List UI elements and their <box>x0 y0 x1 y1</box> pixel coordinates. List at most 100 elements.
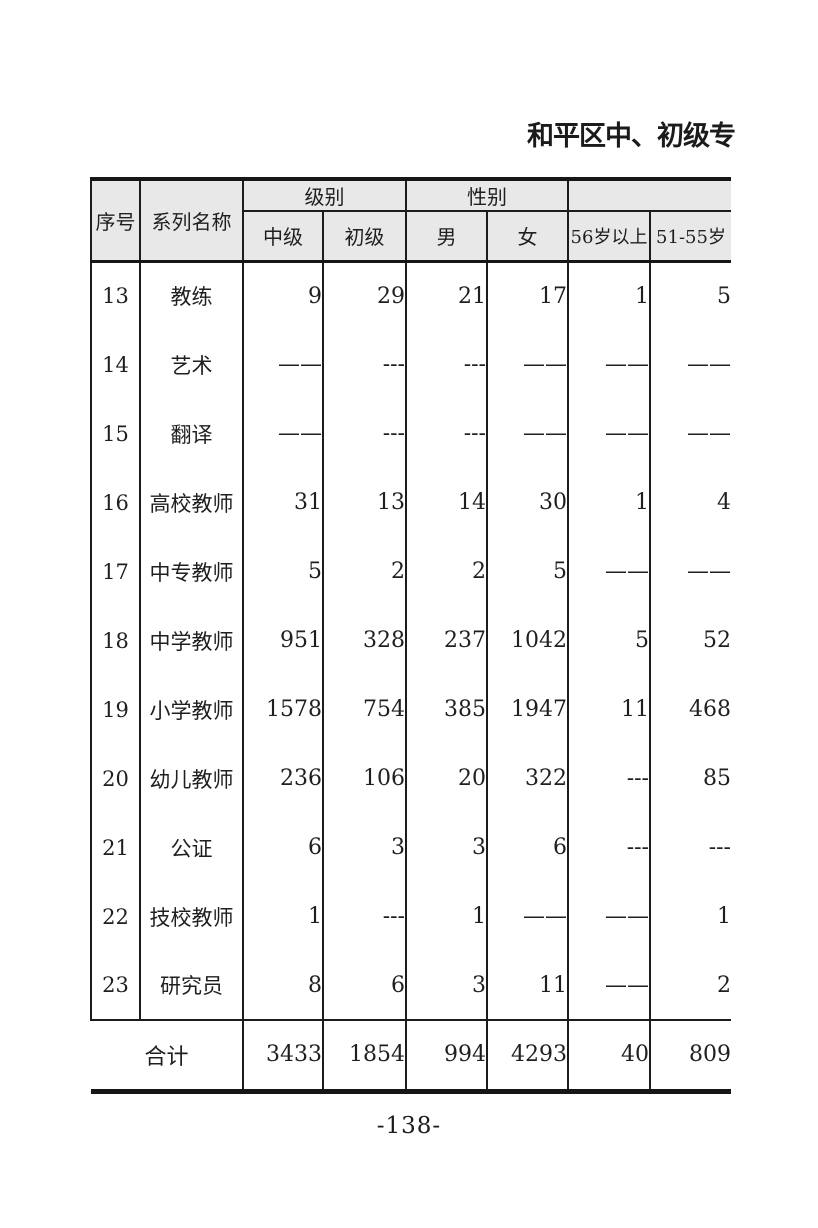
seq-cell: 19 <box>90 675 141 744</box>
value-cell: 1578 <box>243 675 324 744</box>
series-name-cell: 翻译 <box>140 399 244 468</box>
header-mid-level: 中级 <box>243 211 324 263</box>
total-value-cell: 4293 <box>487 1019 569 1091</box>
value-cell: 30 <box>487 468 569 537</box>
value-cell: 52 <box>703 628 731 653</box>
seq-cell: 23 <box>90 951 141 1020</box>
page-number: -138- <box>376 1113 442 1139</box>
value-cell: 11 <box>568 675 651 744</box>
total-value-cell: 1854 <box>323 1019 407 1091</box>
value-cell: --- <box>708 835 731 860</box>
value-cell: 2 <box>323 537 407 606</box>
table-body: 13 教练 9 29 21 17 1 5 14 艺术 —— --- --- ——… <box>90 261 731 1091</box>
value-cell: --- <box>568 744 651 813</box>
table-row: 18 中学教师 951 328 237 1042 5 52 <box>90 606 731 675</box>
value-cell: 6 <box>487 813 569 882</box>
series-name-cell: 研究员 <box>140 951 244 1020</box>
value-cell: 11 <box>487 951 569 1020</box>
value-cell: 17 <box>487 261 569 330</box>
value-cell: —— <box>568 330 651 399</box>
value-cell: 2 <box>406 537 488 606</box>
value-cell: 5 <box>243 537 324 606</box>
value-cell: 5 <box>717 283 731 309</box>
value-cell: —— <box>568 537 651 606</box>
series-name-cell: 技校教师 <box>140 882 244 951</box>
value-cell: 1947 <box>487 675 569 744</box>
header-group-gender: 性别 <box>406 179 569 212</box>
series-name-cell: 艺术 <box>140 330 244 399</box>
value-cell: —— <box>568 951 651 1020</box>
value-cell: 29 <box>323 261 407 330</box>
total-value-cell: 994 <box>406 1019 488 1091</box>
value-cell: --- <box>568 813 651 882</box>
value-cell: —— <box>687 559 731 584</box>
value-cell: 236 <box>243 744 324 813</box>
value-cell: 31 <box>243 468 324 537</box>
value-cell: 1 <box>568 261 651 330</box>
value-cell: --- <box>323 882 407 951</box>
value-cell: 5 <box>568 606 651 675</box>
header-female: 女 <box>487 211 569 263</box>
seq-cell: 21 <box>90 813 141 882</box>
value-cell: 4 <box>717 490 731 515</box>
value-cell: —— <box>487 882 569 951</box>
value-cell: 8 <box>243 951 324 1020</box>
header-seq: 序号 <box>90 179 141 263</box>
series-name-cell: 公证 <box>140 813 244 882</box>
value-cell: 20 <box>406 744 488 813</box>
value-cell: 1 <box>243 882 324 951</box>
table-row: 20 幼儿教师 236 106 20 322 --- 85 <box>90 744 731 813</box>
table-header: 序号 系列名称 级别 性别 中级 初级 男 女 56岁以上 51-55岁 <box>90 179 731 263</box>
seq-cell: 13 <box>90 261 141 330</box>
header-sub-row: 中级 初级 男 女 56岁以上 51-55岁 <box>91 211 731 263</box>
value-cell: 1 <box>717 904 731 929</box>
value-cell: —— <box>487 330 569 399</box>
total-row: 合计 3433 1854 994 4293 40 809 <box>91 1019 731 1091</box>
value-cell: --- <box>406 330 488 399</box>
value-cell: —— <box>487 399 569 468</box>
value-cell: 3 <box>406 813 488 882</box>
value-cell: 9 <box>243 261 324 330</box>
table-row: 19 小学教师 1578 754 385 1947 11 468 <box>90 675 731 744</box>
total-value-cell: 809 <box>650 1019 731 1091</box>
value-cell: 2 <box>717 972 731 998</box>
value-cell: --- <box>323 330 407 399</box>
value-cell: 6 <box>243 813 324 882</box>
header-age-51-55: 51-55岁 <box>650 211 731 263</box>
header-group-row: 序号 系列名称 级别 性别 <box>90 179 731 263</box>
value-cell: 322 <box>487 744 569 813</box>
seq-cell: 15 <box>90 399 141 468</box>
value-cell: —— <box>243 399 324 468</box>
value-cell: 754 <box>323 675 407 744</box>
value-cell: 13 <box>323 468 407 537</box>
table-row: 16 高校教师 31 13 14 30 1 4 <box>90 468 731 537</box>
value-cell: 106 <box>323 744 407 813</box>
value-cell: --- <box>406 399 488 468</box>
seq-cell: 17 <box>90 537 141 606</box>
series-name-cell: 小学教师 <box>140 675 244 744</box>
value-cell: 21 <box>406 261 488 330</box>
value-cell: 85 <box>703 766 731 791</box>
header-age-56-plus: 56岁以上 <box>568 211 651 263</box>
header-series: 系列名称 <box>140 179 244 263</box>
series-name-cell: 中专教师 <box>140 537 244 606</box>
value-cell: 6 <box>323 951 407 1020</box>
value-cell: 1042 <box>487 606 569 675</box>
header-junior-level: 初级 <box>323 211 407 263</box>
table-row: 17 中专教师 5 2 2 5 —— —— <box>90 537 731 606</box>
seq-cell: 14 <box>90 330 141 399</box>
value-cell: 951 <box>243 606 324 675</box>
page-title: 和平区中、初级专 <box>527 121 736 152</box>
value-cell: 237 <box>406 606 488 675</box>
value-cell: 3 <box>323 813 407 882</box>
total-value-cell: 3433 <box>243 1019 324 1091</box>
table-row: 21 公证 6 3 3 6 --- --- <box>90 813 731 882</box>
value-cell: 14 <box>406 468 488 537</box>
value-cell: 1 <box>406 882 488 951</box>
table-row: 14 艺术 —— --- --- —— —— —— <box>90 330 731 399</box>
value-cell: 3 <box>406 951 488 1020</box>
table-row: 15 翻译 —— --- --- —— —— —— <box>90 399 731 468</box>
value-cell: 5 <box>487 537 569 606</box>
value-cell: 328 <box>323 606 407 675</box>
